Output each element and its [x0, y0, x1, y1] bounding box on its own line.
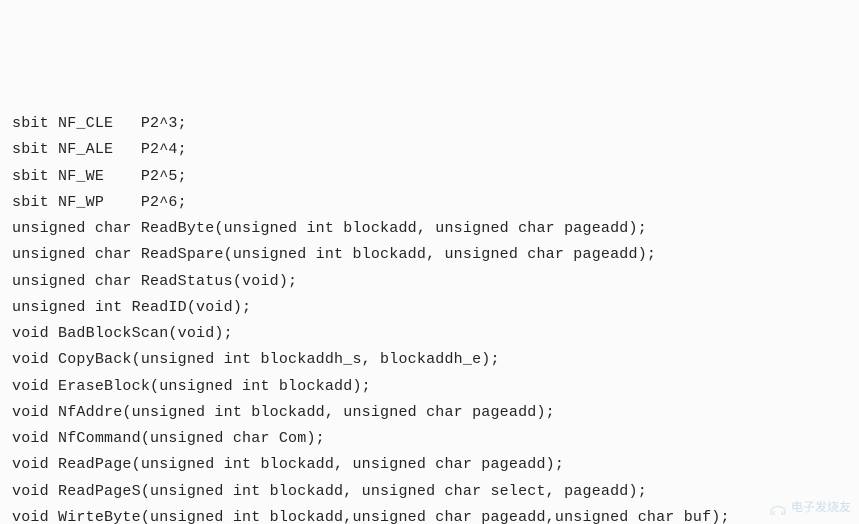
code-line: void ReadPage(unsigned int blockadd, uns…	[12, 452, 847, 478]
code-line: void BadBlockScan(void);	[12, 321, 847, 347]
code-line: sbit NF_WE P2^5;	[12, 164, 847, 190]
code-line: void CopyBack(unsigned int blockaddh_s, …	[12, 347, 847, 373]
code-line: void NfAddre(unsigned int blockadd, unsi…	[12, 400, 847, 426]
code-line: unsigned char ReadByte(unsigned int bloc…	[12, 216, 847, 242]
code-line: sbit NF_ALE P2^4;	[12, 137, 847, 163]
code-block: sbit NF_CLE P2^3;sbit NF_ALE P2^4;sbit N…	[12, 111, 847, 524]
code-line: void EraseBlock(unsigned int blockadd);	[12, 374, 847, 400]
code-line: void WirteByte(unsigned int blockadd,uns…	[12, 505, 847, 524]
code-line: unsigned char ReadStatus(void);	[12, 269, 847, 295]
code-line: unsigned char ReadSpare(unsigned int blo…	[12, 242, 847, 268]
code-line: void NfCommand(unsigned char Com);	[12, 426, 847, 452]
code-line: void ReadPageS(unsigned int blockadd, un…	[12, 479, 847, 505]
code-line: sbit NF_CLE P2^3;	[12, 111, 847, 137]
code-line: sbit NF_WP P2^6;	[12, 190, 847, 216]
code-line: unsigned int ReadID(void);	[12, 295, 847, 321]
